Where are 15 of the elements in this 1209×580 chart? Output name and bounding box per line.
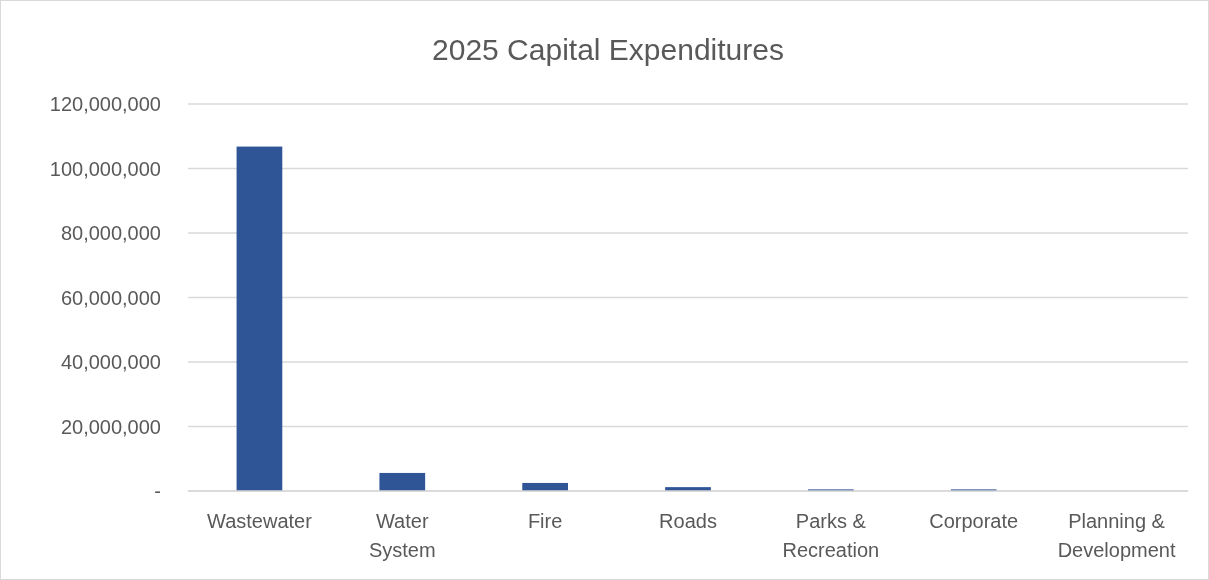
y-tick-label: 80,000,000 xyxy=(60,222,161,244)
y-tick-label: 20,000,000 xyxy=(60,415,161,438)
y-tick-label: 100,000,000 xyxy=(49,157,161,180)
x-tick-label: Water System xyxy=(368,510,436,561)
chart-title: 2025 Capital Expenditures xyxy=(432,33,784,66)
x-tick-label: Roads xyxy=(659,510,717,532)
x-tick-label: Wastewater xyxy=(207,510,313,532)
y-tick-label: 40,000,000 xyxy=(60,351,161,373)
x-tick-label: Planning & Development xyxy=(1057,510,1176,561)
x-tick-label: Corporate xyxy=(929,510,1019,532)
y-tick-label: - xyxy=(154,480,161,502)
x-tick-label: Fire xyxy=(527,510,563,532)
y-tick-label: 120,000,000 xyxy=(49,93,161,115)
x-tick-label: Parks & Recreation xyxy=(782,510,880,561)
y-tick-label: 60,000,000 xyxy=(60,286,161,309)
